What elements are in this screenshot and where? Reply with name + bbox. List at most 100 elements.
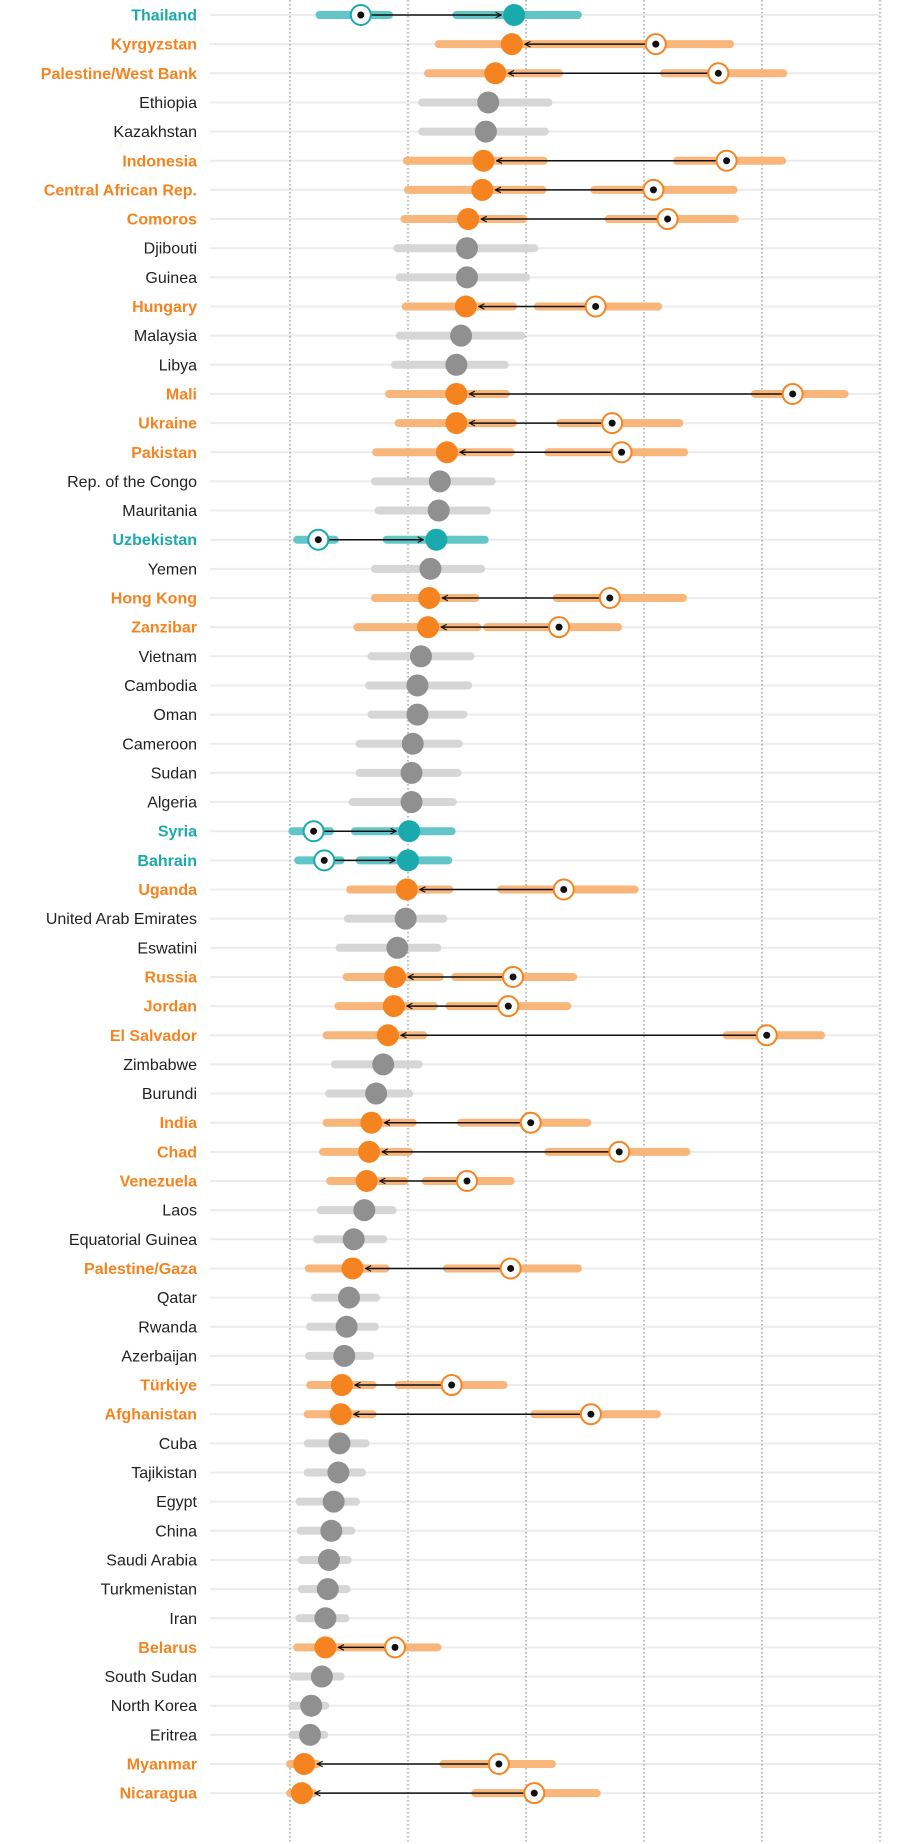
country-label: Palestine/Gaza — [84, 1261, 197, 1278]
country-label: Turkmenistan — [101, 1582, 197, 1599]
country-label: Comoros — [127, 212, 197, 229]
previous-marker-center — [789, 390, 797, 398]
current-marker — [401, 732, 424, 755]
change-arrows — [313, 15, 793, 1793]
country-label: Yemen — [148, 561, 197, 578]
country-label: Equatorial Guinea — [69, 1232, 197, 1249]
country-label: Sudan — [151, 765, 197, 782]
country-label: Syria — [158, 824, 197, 841]
current-marker — [409, 645, 432, 668]
country-label: Oman — [153, 707, 197, 724]
country-label: Thailand — [131, 8, 197, 25]
current-marker — [386, 936, 409, 959]
current-marker — [503, 4, 526, 26]
gridlines — [289, 0, 881, 1844]
country-label: United Arab Emirates — [46, 911, 197, 928]
current-marker — [328, 1432, 351, 1455]
country-label: Türkiye — [140, 1378, 197, 1395]
country-label: Mali — [166, 386, 197, 403]
current-marker — [338, 1286, 360, 1309]
country-label: Pakistan — [131, 445, 197, 462]
previous-marker-center — [463, 1177, 471, 1185]
previous-marker-center — [310, 827, 318, 835]
country-label: Burundi — [142, 1086, 197, 1103]
country-label: Kyrgyzstan — [111, 37, 197, 54]
current-marker — [406, 674, 429, 697]
country-label: Rep. of the Congo — [67, 474, 197, 491]
current-marker — [358, 1140, 381, 1163]
country-label: India — [160, 1115, 197, 1132]
country-label: Chad — [157, 1144, 197, 1161]
row-lines — [210, 14, 880, 1795]
country-label: Mauritania — [122, 503, 197, 520]
previous-marker-center — [509, 973, 517, 981]
previous-marker-center — [391, 1643, 399, 1651]
current-marker — [484, 62, 507, 85]
country-label: Venezuela — [120, 1174, 197, 1191]
current-marker — [418, 587, 441, 609]
country-label: Jordan — [144, 999, 197, 1016]
current-marker — [299, 1723, 322, 1746]
current-marker — [327, 1461, 350, 1484]
country-label: Qatar — [157, 1290, 198, 1307]
country-label: China — [155, 1523, 197, 1540]
previous-marker-center — [507, 1264, 515, 1272]
previous-marker-center — [314, 536, 322, 544]
country-label: Eritrea — [150, 1727, 197, 1744]
previous-marker-center — [649, 186, 657, 194]
country-label: Zanzibar — [131, 620, 197, 637]
current-marker — [384, 965, 407, 988]
current-marker — [382, 995, 405, 1018]
country-label: Belarus — [138, 1640, 197, 1657]
current-marker — [474, 120, 497, 143]
previous-marker-center — [504, 1002, 512, 1010]
country-label: Cuba — [159, 1436, 197, 1453]
previous-marker-center — [527, 1119, 535, 1127]
country-label: Iran — [169, 1611, 197, 1628]
previous-marker-center — [592, 303, 600, 310]
country-label: Nicaragua — [120, 1786, 197, 1803]
country-label: Ethiopia — [139, 95, 197, 112]
current-marker — [425, 528, 448, 551]
previous-marker-center — [763, 1031, 771, 1039]
current-marker — [477, 91, 500, 114]
previous-marker-center — [530, 1789, 538, 1797]
current-marker — [293, 1753, 316, 1775]
country-label: Laos — [162, 1203, 197, 1220]
current-marker — [365, 1082, 388, 1105]
current-marker — [395, 878, 418, 901]
country-label: Algeria — [147, 795, 197, 812]
current-marker — [457, 208, 480, 231]
previous-marker-center — [448, 1381, 456, 1389]
current-marker — [376, 1024, 399, 1047]
current-marker — [300, 1694, 323, 1717]
current-marker — [445, 412, 468, 435]
current-marker — [445, 353, 468, 376]
current-marker — [310, 1665, 333, 1688]
current-marker — [400, 791, 423, 814]
current-marker — [320, 1519, 343, 1542]
previous-marker-center — [618, 448, 626, 456]
current-marker — [456, 266, 478, 289]
current-marker — [397, 849, 419, 872]
current-marker — [435, 441, 458, 464]
current-marker — [406, 703, 429, 726]
current-marker — [400, 761, 423, 784]
current-marker — [428, 470, 451, 493]
country-label: El Salvador — [110, 1028, 197, 1045]
previous-marker-center — [652, 40, 660, 48]
current-marker — [353, 1199, 376, 1222]
country-label: Hong Kong — [111, 591, 197, 608]
previous-marker-center — [608, 419, 616, 427]
current-marker — [333, 1344, 356, 1367]
current-marker — [322, 1490, 345, 1513]
current-marker — [342, 1228, 365, 1251]
country-label: Hungary — [132, 299, 197, 316]
country-label: Djibouti — [144, 241, 197, 258]
previous-marker-center — [606, 594, 614, 602]
current-marker — [314, 1636, 337, 1659]
previous-marker-center — [555, 623, 563, 631]
previous-marker-center — [664, 215, 672, 223]
current-marker — [335, 1315, 358, 1338]
